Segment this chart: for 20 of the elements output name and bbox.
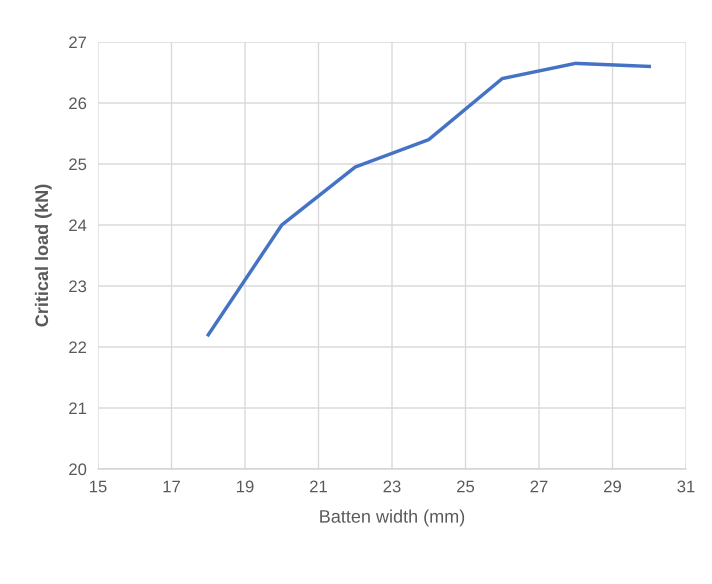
y-tick-label: 25: [69, 158, 86, 170]
x-tick-label: 17: [164, 480, 180, 492]
y-axis-title: Critical load (kN): [34, 184, 52, 326]
x-axis-title: Batten width (mm): [320, 510, 464, 526]
y-tick-label: 23: [69, 280, 86, 292]
y-tick-label: 21: [69, 402, 86, 414]
x-tick-label: 25: [457, 480, 474, 492]
y-tick-label: 27: [69, 36, 86, 48]
y-tick-label: 20: [69, 463, 86, 476]
x-tick-label: 15: [90, 480, 107, 492]
x-tick-label: 27: [530, 480, 548, 492]
y-tick-label: 22: [69, 341, 86, 354]
y-tick-label: 24: [69, 219, 86, 232]
x-tick-label: 21: [310, 480, 327, 492]
x-tick-label: 19: [237, 480, 254, 492]
line-series: [206, 62, 651, 337]
x-tick-label: 31: [677, 480, 694, 492]
x-tick-label: 23: [384, 480, 401, 492]
x-tick-label: 29: [604, 480, 621, 492]
y-tick-label: 26: [69, 97, 86, 110]
